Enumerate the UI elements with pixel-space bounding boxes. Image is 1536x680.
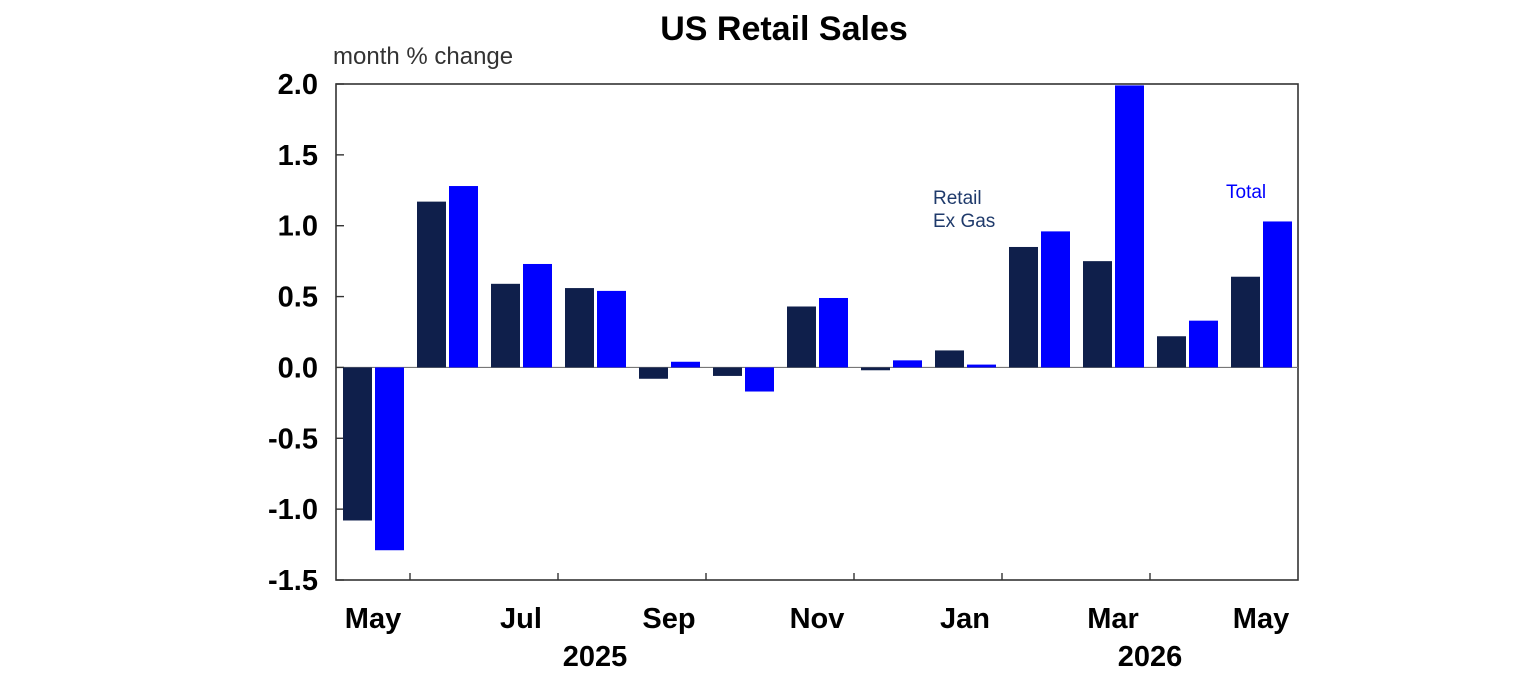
bars (343, 85, 1292, 551)
bar-total (1189, 320, 1218, 368)
y-tick-label: -1.5 (268, 565, 318, 597)
bar-retail-ex-gas (787, 306, 816, 368)
series-annotation: Total (1226, 182, 1266, 203)
bar-total (449, 186, 478, 368)
bar-total (1263, 221, 1292, 368)
bar-total (597, 290, 626, 368)
annotations: Retail Ex Gas Total (933, 182, 1266, 232)
bar-total (1041, 231, 1070, 368)
bar-total (819, 297, 848, 368)
x-tick-label: Mar (1087, 603, 1139, 635)
x-tick-label: Sep (642, 603, 695, 635)
bar-retail-ex-gas (343, 367, 372, 521)
series-annotation: Retail Ex Gas (933, 188, 995, 232)
year-label: 2026 (1118, 641, 1183, 673)
bar-total (375, 367, 404, 551)
bar-total (523, 263, 552, 368)
bar-retail-ex-gas (565, 288, 594, 368)
x-tick-label: Jan (940, 603, 990, 635)
x-tick-label: May (345, 603, 401, 635)
bar-retail-ex-gas (1231, 276, 1260, 368)
bar-retail-ex-gas (861, 367, 890, 371)
bar-total (967, 364, 996, 368)
x-tick-label: Nov (790, 603, 845, 635)
bar-retail-ex-gas (713, 367, 742, 376)
y-tick-label: 2.0 (278, 69, 318, 101)
x-tick-label: Jul (500, 603, 542, 635)
bar-retail-ex-gas (1157, 336, 1186, 368)
bar-total (671, 361, 700, 368)
bar-retail-ex-gas (1009, 246, 1038, 368)
y-tick-label: -1.0 (268, 494, 318, 526)
plot-area (335, 83, 1299, 581)
bar-total (1115, 85, 1144, 368)
bar-total (893, 360, 922, 368)
x-axis: May Jul Sep Nov Jan Mar May 2025 2026 (345, 573, 1289, 673)
y-unit-label: month % change (333, 43, 513, 70)
bar-retail-ex-gas (417, 201, 446, 368)
bar-retail-ex-gas (639, 367, 668, 379)
y-axis: 2.0 1.5 1.0 0.5 0.0 -0.5 -1.0 -1.5 (268, 69, 344, 597)
bar-retail-ex-gas (491, 283, 520, 368)
y-tick-label: 0.0 (278, 352, 318, 384)
bar-retail-ex-gas (935, 350, 964, 368)
chart-title: US Retail Sales (660, 10, 908, 48)
y-tick-label: 0.5 (278, 282, 318, 314)
y-tick-label: 1.0 (278, 211, 318, 243)
bar-retail-ex-gas (1083, 261, 1112, 368)
year-label: 2025 (563, 641, 628, 673)
y-tick-label: 1.5 (278, 140, 318, 172)
y-tick-label: -0.5 (268, 423, 318, 455)
x-tick-label: May (1233, 603, 1289, 635)
bar-total (745, 367, 774, 392)
